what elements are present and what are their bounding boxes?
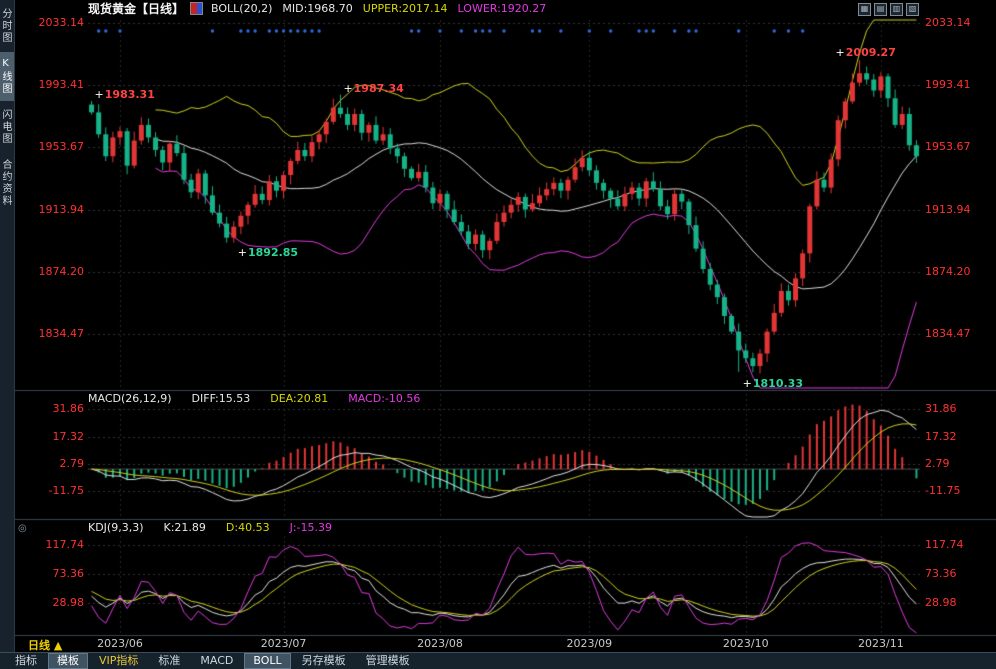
tab-macd[interactable]: MACD: [191, 653, 242, 669]
macd-panel-header: MACD(26,12,9) DIFF:15.53 DEA:20.81 MACD:…: [88, 392, 430, 405]
button-manage-template[interactable]: 管理模板: [357, 653, 419, 669]
tab-boll[interactable]: BOLL: [244, 653, 290, 669]
kdj-d-label: D:40.53: [226, 521, 270, 534]
macd-title-label: MACD(26,12,9): [88, 392, 172, 405]
chart-type-sidebar: 分时图 K线图闪电图合约资料: [0, 0, 15, 652]
tab-contract-info[interactable]: 合约资料: [0, 153, 14, 213]
bottom-toolbar: 指标模板VIP指标标准MACDBOLL另存模板管理模板: [0, 652, 996, 669]
kline-style-icon[interactable]: [190, 2, 203, 15]
kdj-j-label: J:-15.39: [290, 521, 332, 534]
layout-buttons: ▦▤▥▧: [858, 3, 919, 16]
layout-3-icon[interactable]: ▥: [890, 3, 903, 16]
boll-name-label: BOLL(20,2): [211, 2, 272, 15]
macd-value-label: MACD:-10.56: [348, 392, 420, 405]
period-label-text: 日线: [28, 639, 50, 652]
boll-upper-label: UPPER:2017.14: [363, 2, 448, 15]
layout-4-icon[interactable]: ▧: [906, 3, 919, 16]
layout-2-icon[interactable]: ▤: [874, 3, 887, 16]
macd-dea-label: DEA:20.81: [270, 392, 328, 405]
tab-flash-chart[interactable]: 闪电图: [0, 103, 14, 151]
kdj-title-label: KDJ(9,3,3): [88, 521, 144, 534]
trading-app-window: 分时图 K线图闪电图合约资料 现货黄金【日线】 BOLL(20,2) MID:19…: [0, 0, 996, 669]
tab-vip-indicator[interactable]: VIP指标: [90, 653, 147, 669]
button-save-template[interactable]: 另存模板: [293, 653, 355, 669]
panel-settings-icon[interactable]: ◎: [18, 523, 27, 534]
tab-template[interactable]: 模板: [48, 653, 88, 669]
tab-kline-chart[interactable]: K线图: [0, 52, 14, 101]
chart-canvas[interactable]: [0, 0, 996, 669]
chart-header: 现货黄金【日线】 BOLL(20,2) MID:1968.70 UPPER:20…: [14, 0, 996, 17]
boll-mid-label: MID:1968.70: [282, 2, 352, 15]
instrument-title: 现货黄金【日线】: [88, 0, 184, 17]
tab-indicator[interactable]: 指标: [6, 653, 46, 669]
boll-lower-label: LOWER:1920.27: [458, 2, 547, 15]
kdj-panel-header: KDJ(9,3,3) K:21.89 D:40.53 J:-15.39: [88, 521, 342, 534]
period-selector[interactable]: 日线 ▲: [28, 637, 62, 653]
macd-diff-label: DIFF:15.53: [192, 392, 251, 405]
tab-time-share-chart[interactable]: 分时图: [0, 2, 14, 50]
period-arrow-icon: ▲: [54, 639, 62, 652]
tab-standard[interactable]: 标准: [149, 653, 189, 669]
layout-1-icon[interactable]: ▦: [858, 3, 871, 16]
kdj-k-label: K:21.89: [164, 521, 206, 534]
